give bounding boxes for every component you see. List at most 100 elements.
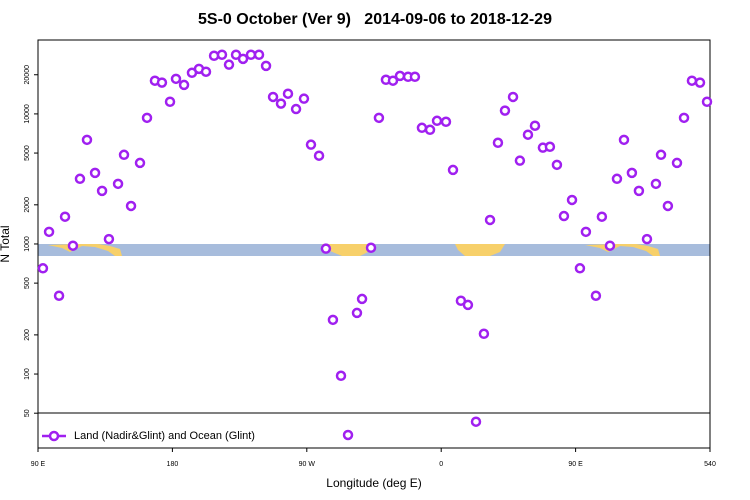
- data-point: [253, 49, 265, 60]
- data-point: [633, 185, 645, 197]
- x-tick-label: 90 W: [299, 461, 316, 468]
- data-point: [551, 159, 563, 171]
- y-tick-label: 500: [24, 277, 31, 289]
- data-point: [356, 293, 368, 305]
- y-tick-label: 2000: [24, 197, 31, 213]
- land-patch: [585, 244, 660, 256]
- data-point: [604, 240, 616, 251]
- data-point: [566, 194, 578, 206]
- data-point: [53, 290, 65, 301]
- x-tick-label: 90 E: [568, 461, 583, 468]
- legend-label: Land (Nadir&Glint) and Ocean (Glint): [74, 430, 255, 442]
- data-point: [59, 211, 71, 222]
- data-point: [499, 105, 511, 116]
- land-patch: [455, 244, 505, 256]
- data-point: [89, 167, 101, 179]
- data-point: [37, 263, 49, 274]
- y-axis-label: N Total: [0, 225, 12, 262]
- data-point: [626, 167, 638, 179]
- data-point: [416, 122, 428, 134]
- data-point: [611, 173, 623, 185]
- data-point: [223, 59, 235, 70]
- data-point: [662, 200, 674, 212]
- data-point: [686, 75, 698, 86]
- data-point: [424, 124, 436, 136]
- data-point: [141, 112, 153, 124]
- data-point: [365, 242, 377, 254]
- data-point: [655, 149, 667, 161]
- data-point: [694, 77, 706, 88]
- data-point: [580, 226, 592, 238]
- data-point: [74, 173, 86, 185]
- data-point: [447, 164, 459, 176]
- data-point: [275, 98, 287, 109]
- data-point: [492, 137, 504, 149]
- data-point: [305, 139, 317, 150]
- y-tick-label: 1000: [24, 236, 31, 252]
- data-point: [409, 71, 421, 83]
- data-point: [507, 91, 519, 103]
- data-point: [478, 328, 490, 340]
- data-point: [216, 49, 228, 60]
- data-point: [178, 79, 190, 91]
- data-point: [431, 115, 443, 127]
- data-point: [514, 155, 526, 166]
- data-point: [618, 134, 630, 146]
- x-tick-label: 180: [167, 461, 179, 468]
- y-tick-label: 50: [24, 409, 31, 417]
- data-point: [125, 200, 137, 212]
- y-tick-label: 20000: [24, 65, 31, 85]
- y-tick-label: 200: [24, 329, 31, 341]
- data-point: [81, 134, 93, 146]
- data-point: [394, 70, 406, 82]
- data-point: [164, 96, 176, 108]
- data-point: [320, 243, 332, 254]
- data-point: [373, 112, 385, 124]
- data-point: [701, 96, 713, 108]
- data-point: [440, 116, 452, 128]
- data-point: [671, 157, 683, 169]
- data-point: [134, 157, 146, 169]
- land-patch: [48, 244, 122, 256]
- y-tick-label: 5000: [24, 145, 31, 161]
- y-tick-label: 10000: [24, 104, 31, 124]
- data-point: [558, 210, 570, 222]
- data-point: [156, 77, 168, 88]
- data-point: [484, 214, 496, 226]
- data-point: [544, 141, 556, 153]
- data-point: [298, 93, 310, 104]
- data-point: [282, 88, 294, 99]
- data-point: [237, 53, 249, 65]
- data-point: [112, 178, 124, 190]
- legend-marker: [48, 430, 60, 442]
- data-point: [351, 307, 363, 319]
- data-point: [462, 299, 474, 311]
- data-point: [335, 370, 347, 382]
- data-point: [387, 75, 399, 86]
- data-point: [267, 91, 279, 103]
- data-point: [650, 178, 662, 190]
- data-point: [678, 112, 690, 124]
- data-point: [290, 103, 302, 115]
- data-point: [641, 233, 653, 245]
- data-point: [313, 150, 325, 161]
- land-patch: [322, 244, 375, 256]
- data-point: [529, 120, 541, 131]
- data-point: [470, 416, 482, 427]
- data-point: [260, 60, 272, 72]
- data-point: [200, 66, 212, 77]
- data-point: [170, 73, 182, 85]
- data-point: [118, 149, 130, 161]
- chart-title: 5S-0 October (Ver 9) 2014-09-06 to 2018-…: [198, 11, 552, 28]
- y-tick-label: 100: [24, 368, 31, 380]
- data-point: [96, 185, 108, 197]
- data-point: [43, 226, 55, 238]
- data-point: [327, 314, 339, 326]
- data-point: [590, 290, 602, 301]
- data-point: [522, 129, 534, 140]
- x-tick-label: 90 E: [31, 461, 46, 468]
- x-axis-label: Longitude (deg E): [326, 476, 421, 490]
- data-point: [245, 49, 257, 60]
